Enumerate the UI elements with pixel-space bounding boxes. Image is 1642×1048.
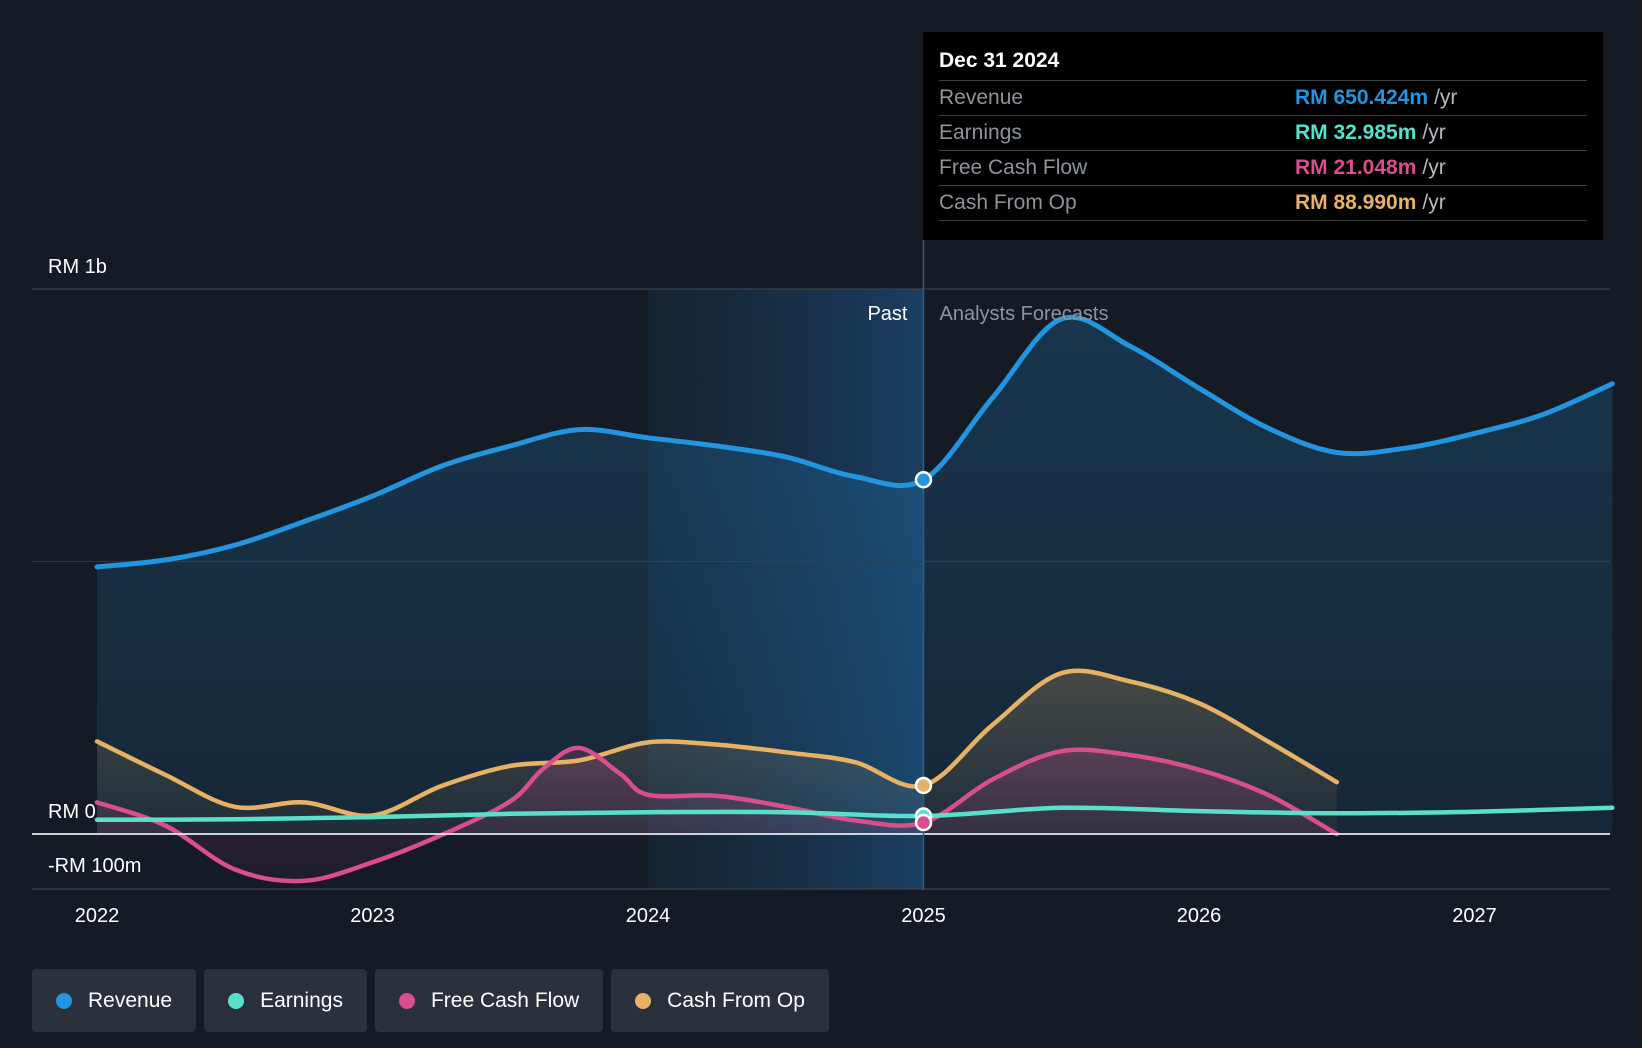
revenue-line [94, 314, 1615, 570]
tooltip-row: Revenue RM 650.424m/yr [939, 81, 1587, 116]
tooltip-value: RM 88.990m [1295, 191, 1417, 214]
legend-dot-icon [398, 992, 415, 1009]
cash-from-op-marker[interactable] [914, 776, 933, 795]
tooltip-unit: /yr [1422, 121, 1446, 144]
legend-dot-icon [56, 992, 72, 1009]
legend-dot-icon [635, 992, 652, 1009]
y-tick-rm-1b: RM 1b [48, 256, 107, 278]
tooltip-label: Cash From Op [939, 191, 1077, 214]
legend-label: Cash From Op [667, 988, 805, 1012]
x-tick-2025: 2025 [901, 905, 946, 927]
legend-item-cash-from-op[interactable]: Cash From Op [611, 969, 829, 1032]
revenue-marker[interactable] [914, 471, 933, 489]
tooltip-row: Cash From Op RM 88.990m/yr [939, 186, 1587, 221]
legend-item-revenue[interactable]: Revenue [32, 969, 197, 1032]
revenue-area [97, 317, 1613, 834]
legend: Revenue Earnings Free Cash Flow Cash From O… [32, 969, 829, 1032]
legend-item-earnings[interactable]: Earnings [204, 969, 367, 1032]
x-tick-2027: 2027 [1452, 905, 1497, 927]
y-tick-rm-100m: -RM 100m [48, 855, 141, 877]
tooltip-unit: /yr [1434, 86, 1458, 109]
legend-label: Earnings [260, 988, 343, 1012]
tooltip-date: Dec 31 2024 [939, 46, 1587, 81]
x-tick-2022: 2022 [75, 905, 120, 927]
legend-item-free-cash-flow[interactable]: Free Cash Flow [374, 969, 604, 1032]
cash-from-op-line [94, 668, 1340, 819]
tooltip-row: Earnings RM 32.985m/yr [939, 116, 1587, 151]
tooltip-unit: /yr [1422, 156, 1446, 179]
tooltip-label: Free Cash Flow [939, 156, 1088, 179]
free-cash-flow-line [94, 745, 1340, 884]
y-tick-rm-0: RM 0 [48, 801, 96, 823]
past-label: Past [867, 303, 907, 325]
tooltip-row: Free Cash Flow RM 21.048m/yr [939, 151, 1587, 186]
earnings-line [94, 805, 1615, 823]
x-tick-2024: 2024 [626, 905, 671, 927]
chart-area: Past Analysts Forecasts 2022 2023 2024 2025… [32, 240, 1615, 927]
legend-label: Revenue [88, 988, 173, 1012]
tooltip-label: Revenue [939, 86, 1024, 109]
tooltip-value: RM 32.985m [1295, 121, 1417, 144]
legend-label: Free Cash Flow [430, 988, 580, 1012]
tooltip: Dec 31 2024 Revenue RM 650.424m/yr Earning… [923, 32, 1603, 240]
tooltip-value: RM 650.424m [1295, 86, 1429, 109]
tooltip-unit: /yr [1422, 191, 1446, 214]
x-tick-2023: 2023 [350, 905, 395, 927]
forecast-label: Analysts Forecasts [940, 303, 1109, 325]
tooltip-label: Earnings [939, 121, 1022, 144]
tooltip-value: RM 21.048m [1295, 156, 1417, 179]
legend-dot-icon [228, 992, 245, 1009]
free-cash-flow-marker[interactable] [914, 813, 933, 832]
x-tick-2026: 2026 [1177, 905, 1222, 927]
